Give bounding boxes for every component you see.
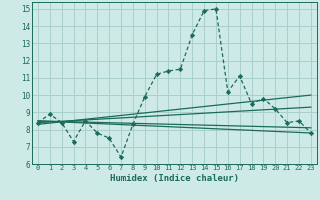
X-axis label: Humidex (Indice chaleur): Humidex (Indice chaleur) [110, 174, 239, 183]
